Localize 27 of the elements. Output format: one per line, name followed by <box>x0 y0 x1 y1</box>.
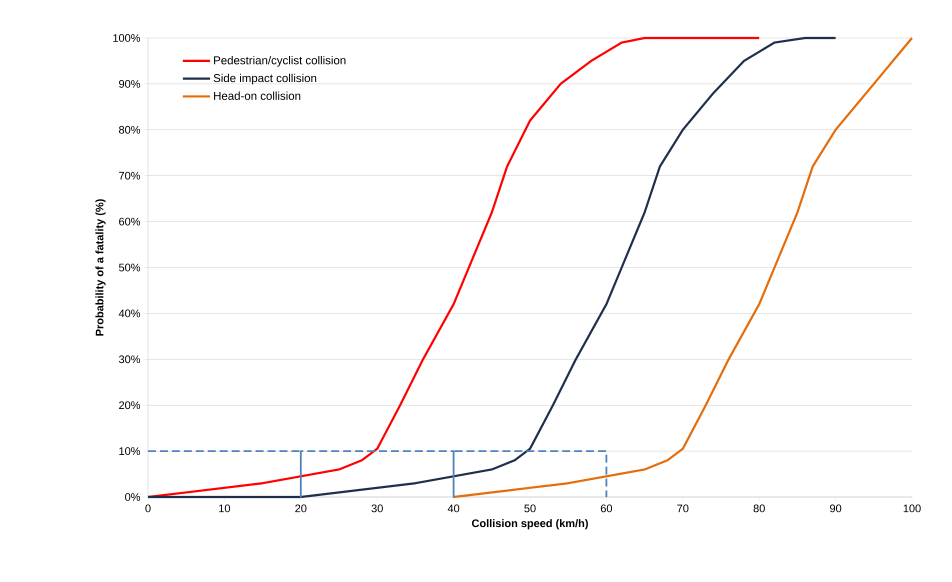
y-tick-label: 30% <box>118 355 140 364</box>
legend-label: Head-on collision <box>214 92 300 100</box>
y-tick-label: 80% <box>119 126 140 134</box>
y-tick-label: 10% <box>119 447 140 455</box>
y-tick-label: 60% <box>119 218 140 226</box>
x-tick-label: 50 <box>524 504 536 512</box>
y-tick-label: 20% <box>119 401 140 410</box>
y-tick-label: 40% <box>118 310 140 318</box>
x-tick-label: 0 <box>145 504 151 512</box>
x-tick-label: 30 <box>372 504 383 512</box>
x-tick-label: 70 <box>677 504 688 512</box>
x-tick-label: 40 <box>448 504 460 512</box>
x-axis-title: Collision speed (km/h) <box>472 519 588 530</box>
legend-label: Side impact collision <box>214 74 316 84</box>
legend-label: Pedestrian/cyclist collision <box>214 56 346 67</box>
y-tick-label: 70% <box>119 172 140 180</box>
x-tick-label: 90 <box>830 504 842 512</box>
y-tick-label: 0% <box>125 493 140 501</box>
x-tick-label: 20 <box>295 504 306 512</box>
x-tick-label: 80 <box>754 504 765 512</box>
x-tick-label: 10 <box>219 504 230 512</box>
y-tick-label: 50% <box>118 264 140 272</box>
x-tick-label: 60 <box>600 504 612 512</box>
y-tick-label: 90% <box>119 80 140 88</box>
x-tick-label: 100 <box>904 504 921 512</box>
y-tick-label: 100% <box>113 34 140 42</box>
y-axis-title: Probability of a fatality (%) <box>95 199 106 336</box>
